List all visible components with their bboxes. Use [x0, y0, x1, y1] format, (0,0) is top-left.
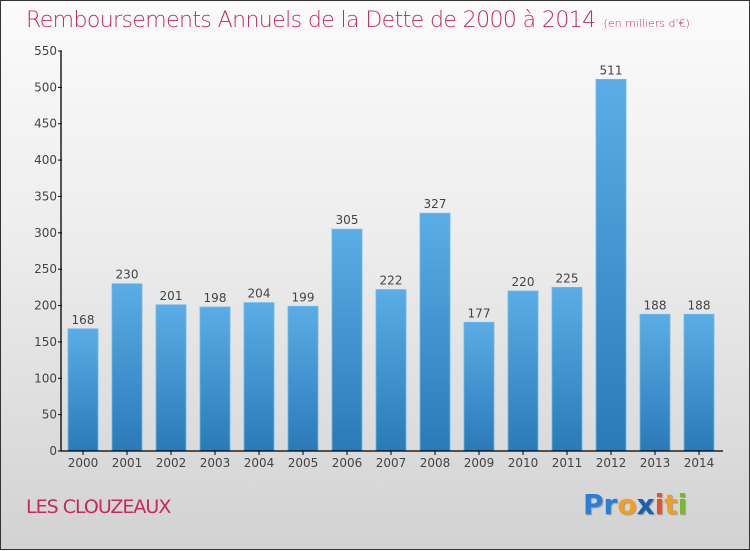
data-label-2007: 222 [380, 274, 403, 288]
logo-letter: r [603, 488, 618, 521]
x-tick-label-2002: 2002 [156, 456, 187, 470]
bar-2003 [199, 306, 231, 452]
city-name: LES CLOUZEAUX [26, 496, 171, 518]
bar-2011 [551, 286, 583, 452]
x-tick-label-2010: 2010 [508, 456, 539, 470]
bar-2007 [375, 289, 407, 452]
x-tick-label-2006: 2006 [332, 456, 363, 470]
chart-title: Remboursements Annuels de la Dette de 20… [26, 8, 690, 33]
y-tick-label: 350 [34, 189, 57, 203]
y-tick-label: 200 [34, 299, 57, 313]
bar-2004 [243, 302, 275, 452]
logo-letter: P [583, 488, 604, 521]
proxiti-logo[interactable]: Proxiti [583, 488, 687, 521]
x-tick-label-2003: 2003 [200, 456, 231, 470]
y-tick-label: 0 [49, 444, 57, 458]
x-tick-label-2005: 2005 [288, 456, 319, 470]
y-tick-label: 150 [34, 335, 57, 349]
logo-letter: i [677, 488, 688, 521]
logo-letter: i [654, 488, 665, 521]
bar-2012 [595, 78, 627, 452]
data-label-2008: 327 [424, 197, 447, 211]
y-tick-label: 50 [42, 408, 57, 422]
bar-2010 [507, 290, 539, 452]
bar-2009 [463, 321, 495, 452]
bar-2006 [331, 228, 363, 452]
data-label-2012: 511 [600, 63, 623, 77]
data-label-2013: 188 [644, 298, 667, 312]
data-label-2004: 204 [248, 287, 271, 301]
x-tick-label-2004: 2004 [244, 456, 275, 470]
data-label-2002: 201 [160, 289, 183, 303]
y-tick-label: 550 [34, 44, 57, 58]
data-label-2014: 188 [688, 298, 711, 312]
bar-2001 [111, 283, 143, 452]
y-tick-label: 100 [34, 371, 57, 385]
y-tick-label: 450 [34, 117, 57, 131]
data-label-2005: 199 [292, 290, 315, 304]
bar-2014 [683, 313, 715, 452]
bar-2008 [419, 212, 451, 452]
y-tick-label: 400 [34, 153, 57, 167]
y-tick-label: 500 [34, 80, 57, 94]
logo-letter: x [636, 488, 655, 521]
bar-2002 [155, 304, 187, 452]
data-label-2010: 220 [512, 275, 535, 289]
bar-2013 [639, 313, 671, 452]
unit-note: (en milliers d'€) [603, 17, 690, 30]
logo-letter: t [664, 488, 678, 521]
x-tick-label-2014: 2014 [684, 456, 715, 470]
y-tick-label: 250 [34, 262, 57, 276]
x-tick-label-2011: 2011 [552, 456, 583, 470]
chart-title-text: Remboursements Annuels de la Dette de 20… [26, 8, 596, 33]
x-tick-label-2009: 2009 [464, 456, 495, 470]
x-tick-label-2001: 2001 [112, 456, 143, 470]
data-label-2011: 225 [556, 271, 579, 285]
x-tick-label-2000: 2000 [68, 456, 99, 470]
x-tick-label-2008: 2008 [420, 456, 451, 470]
x-tick-label-2007: 2007 [376, 456, 407, 470]
data-label-2001: 230 [116, 268, 139, 282]
x-tick-label-2013: 2013 [640, 456, 671, 470]
data-label-2009: 177 [468, 306, 491, 320]
y-tick-label: 300 [34, 226, 57, 240]
logo-letter: o [617, 488, 637, 521]
data-label-2003: 198 [204, 291, 227, 305]
bar-2000 [67, 328, 99, 452]
data-label-2006: 305 [336, 213, 359, 227]
data-label-2000: 168 [72, 313, 95, 327]
x-tick-label-2012: 2012 [596, 456, 627, 470]
bar-2005 [287, 305, 319, 452]
